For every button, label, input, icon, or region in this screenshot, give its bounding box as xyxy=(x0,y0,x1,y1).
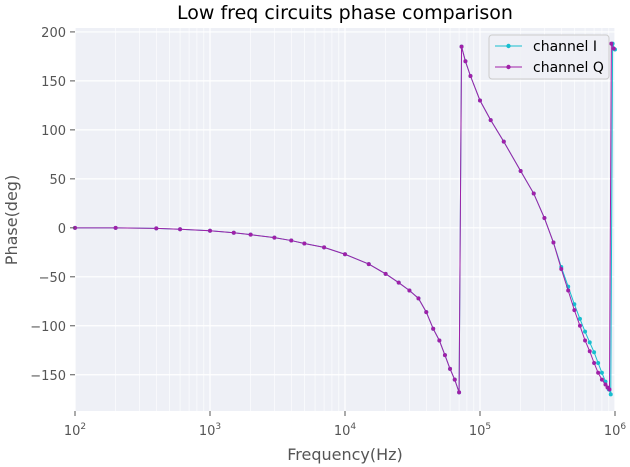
data-point xyxy=(599,370,604,375)
data-point xyxy=(407,288,412,293)
series-layer xyxy=(73,41,617,397)
data-point xyxy=(457,390,462,395)
data-point xyxy=(566,288,571,293)
y-tick-label: −150 xyxy=(30,369,66,384)
data-point xyxy=(531,191,536,196)
data-point xyxy=(596,361,601,366)
x-tick-label: 102 xyxy=(64,422,86,439)
data-point xyxy=(272,235,277,240)
legend: channel I channel Q xyxy=(488,34,610,80)
data-point xyxy=(607,387,612,392)
data-point xyxy=(592,361,597,366)
data-point xyxy=(518,169,523,174)
chart-title: Low freq circuits phase comparison xyxy=(177,2,513,24)
y-tick-label: −50 xyxy=(39,271,66,286)
y-tick-label: 200 xyxy=(41,26,66,41)
data-point xyxy=(611,46,616,51)
data-point xyxy=(431,326,436,331)
legend-marker xyxy=(506,64,511,70)
grid xyxy=(74,28,616,411)
series-2 xyxy=(73,41,616,395)
data-point xyxy=(343,252,347,257)
data-point xyxy=(468,73,473,78)
data-point xyxy=(208,228,212,233)
data-point xyxy=(572,308,577,313)
data-point xyxy=(448,366,453,371)
legend-marker xyxy=(506,43,511,49)
x-tick-label: 104 xyxy=(334,422,357,439)
y-axis-label: Phase(deg) xyxy=(2,175,21,265)
data-point xyxy=(463,59,468,64)
data-point xyxy=(452,377,457,382)
data-point xyxy=(592,350,597,355)
data-point xyxy=(366,262,371,267)
data-point xyxy=(178,227,183,232)
data-point xyxy=(542,216,547,221)
x-tick-label: 103 xyxy=(199,422,221,439)
data-point xyxy=(289,238,294,243)
ticks: 200 150 100 50 0 −50 −100 −150 102 103 104 105 106 xyxy=(30,26,626,439)
data-point xyxy=(583,338,588,343)
data-point xyxy=(551,240,556,245)
y-tick-label: 50 xyxy=(49,173,66,188)
y-tick-label: 100 xyxy=(41,124,66,139)
legend-label: channel I xyxy=(533,39,597,55)
data-point xyxy=(488,118,493,123)
data-point xyxy=(424,310,429,315)
data-point xyxy=(583,329,588,334)
x-axis-label: Frequency(Hz) xyxy=(287,445,403,464)
data-point xyxy=(603,382,608,387)
data-point xyxy=(437,338,442,343)
data-point xyxy=(609,41,614,46)
data-point xyxy=(302,241,307,246)
x-tick-label: 106 xyxy=(604,422,627,439)
data-point xyxy=(596,370,601,375)
data-point xyxy=(577,316,582,321)
data-point xyxy=(559,266,564,271)
data-point xyxy=(383,271,388,276)
data-point xyxy=(248,232,253,237)
data-point xyxy=(113,225,118,230)
data-point xyxy=(416,296,421,301)
y-tick-label: 0 xyxy=(58,222,66,237)
data-point xyxy=(572,302,577,307)
data-point xyxy=(442,353,447,358)
data-point xyxy=(587,349,592,354)
data-point xyxy=(396,280,401,285)
x-tick-label: 105 xyxy=(469,422,491,439)
y-tick-label: −100 xyxy=(30,320,66,335)
data-point xyxy=(587,340,592,345)
data-point xyxy=(599,377,604,382)
data-point xyxy=(459,44,464,49)
data-point xyxy=(154,226,159,231)
data-point xyxy=(608,392,613,397)
legend-label: channel Q xyxy=(533,60,604,76)
data-point xyxy=(577,323,582,328)
data-point xyxy=(231,230,236,235)
data-point xyxy=(501,139,506,144)
y-tick-label: 150 xyxy=(41,75,66,90)
series-line xyxy=(75,43,615,393)
data-point xyxy=(322,245,327,250)
data-point xyxy=(478,98,482,103)
